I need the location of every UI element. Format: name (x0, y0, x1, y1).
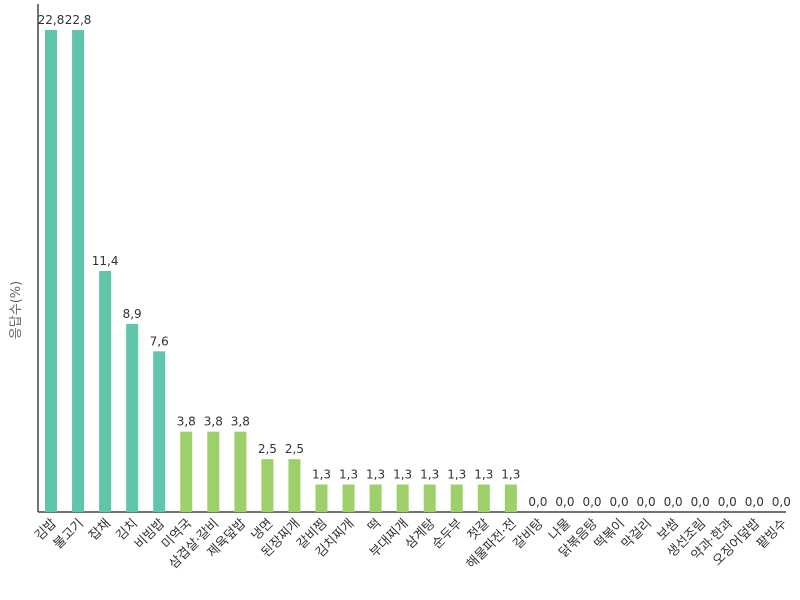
value-label: 2,5 (285, 442, 304, 456)
value-label: 11,4 (92, 254, 119, 268)
value-label: 0,0 (691, 495, 710, 509)
value-label: 3,8 (204, 415, 223, 429)
bar (450, 484, 463, 512)
value-label: 7,6 (150, 334, 169, 348)
x-tick-label: 막걸리 (619, 516, 655, 552)
value-label: 0,0 (637, 495, 656, 509)
value-label: 0,0 (610, 495, 629, 509)
x-tick-label: 팥빙수 (754, 516, 790, 552)
bar (180, 431, 193, 512)
value-label: 0,0 (718, 495, 737, 509)
value-label: 0,0 (745, 495, 764, 509)
x-tick-label: 해물파전·전 (464, 516, 520, 572)
bar (261, 459, 274, 512)
bar (369, 484, 382, 512)
value-label: 3,8 (177, 415, 196, 429)
value-label: 1,3 (474, 468, 493, 482)
x-tick-label: 떡 (365, 516, 384, 535)
value-label: 0,0 (772, 495, 791, 509)
bar (342, 484, 355, 512)
bar (234, 431, 247, 512)
value-label: 0,0 (664, 495, 683, 509)
bar (477, 484, 490, 512)
bar (72, 30, 85, 512)
bar (396, 484, 409, 512)
value-label: 0,0 (528, 495, 547, 509)
bar (315, 484, 328, 512)
value-label: 22,8 (65, 13, 92, 27)
value-label: 0,0 (582, 495, 601, 509)
x-tick-label: 삼계탕 (403, 516, 439, 552)
x-tick-label: 비빔밥 (132, 516, 168, 552)
value-label: 1,3 (501, 468, 520, 482)
value-label: 1,3 (447, 468, 466, 482)
bar (504, 484, 517, 512)
bar (207, 431, 220, 512)
value-label: 22,8 (38, 13, 65, 27)
bar (288, 459, 301, 512)
x-tick-label: 불고기 (51, 516, 87, 552)
value-label: 1,3 (393, 468, 412, 482)
bar (126, 323, 139, 512)
value-label: 1,3 (366, 468, 385, 482)
y-axis-label: 응답수(%) (9, 281, 24, 339)
x-tick-label: 순두부 (430, 516, 466, 552)
x-tick-label: 잡채 (86, 516, 114, 544)
value-label: 8,9 (123, 307, 142, 321)
bar (153, 351, 166, 512)
value-label: 2,5 (258, 442, 277, 456)
x-tick-label: 갈비탕 (511, 516, 547, 552)
x-tick-label: 떡볶이 (592, 516, 628, 552)
bar (45, 30, 57, 512)
value-label: 0,0 (555, 495, 574, 509)
bar (99, 271, 112, 512)
value-label: 3,8 (231, 415, 250, 429)
value-label: 1,3 (339, 468, 358, 482)
value-label: 1,3 (420, 468, 439, 482)
value-label: 1,3 (312, 468, 331, 482)
bar (423, 484, 436, 512)
